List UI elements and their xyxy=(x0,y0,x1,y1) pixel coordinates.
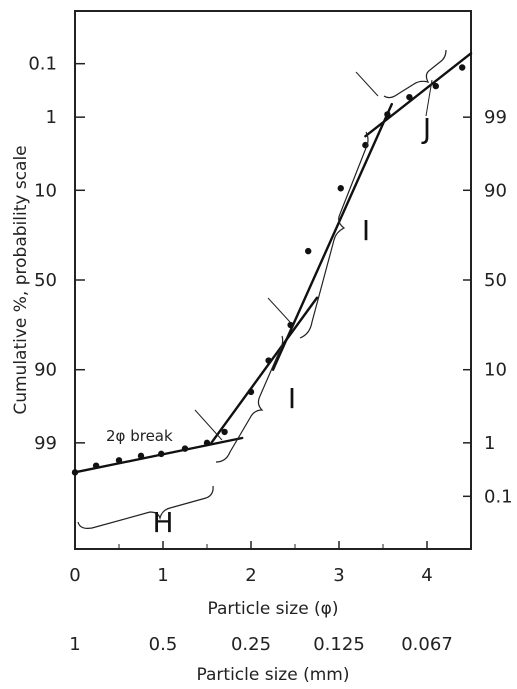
data-points xyxy=(71,64,466,476)
y-tick-label: 50 xyxy=(34,270,57,291)
y-tick-label: 0.1 xyxy=(28,54,57,75)
brace-i-upper xyxy=(299,131,369,339)
data-point xyxy=(265,357,272,364)
y-right-tick-label: 0.1 xyxy=(484,486,513,507)
y-right-tick-label: 90 xyxy=(484,180,507,201)
break-annotation: 2φ break xyxy=(106,427,173,445)
y-right-tick-label: 10 xyxy=(484,360,507,381)
y-axis-label: Cumulative %, probability scale xyxy=(11,145,31,414)
x-tick-label: 3 xyxy=(333,565,344,586)
y-tick-label: 10 xyxy=(34,180,57,201)
data-point xyxy=(247,388,255,396)
brace-j xyxy=(383,49,447,99)
data-point xyxy=(459,64,466,71)
y-right-tick-label: 1 xyxy=(484,433,495,454)
data-point xyxy=(432,82,439,90)
x-axis-label: Particle size (φ) xyxy=(207,599,338,619)
y-tick-label: 90 xyxy=(34,360,57,381)
x-tick-label: 0 xyxy=(69,565,80,586)
data-point xyxy=(337,185,344,192)
y-tick-label: 1 xyxy=(46,107,57,128)
segment-label-i-lower: I xyxy=(288,382,296,415)
fit-line xyxy=(364,52,473,138)
fit-line xyxy=(271,102,393,371)
x-tick-label: 2 xyxy=(245,565,256,586)
data-point xyxy=(305,247,312,255)
break-marker xyxy=(355,71,379,97)
fit-line xyxy=(210,296,319,445)
data-point xyxy=(181,445,189,452)
plot-frame xyxy=(74,10,472,550)
brace-j-leader xyxy=(425,79,433,117)
x-tick-label: 1 xyxy=(157,565,168,586)
segment-label-i-upper: I xyxy=(362,214,370,247)
data-point xyxy=(384,111,391,118)
mm-tick-label: 0.125 xyxy=(313,634,365,655)
y-tick-label: 99 xyxy=(34,433,57,454)
mm-ticks: 1 0.5 0.25 0.125 0.067 xyxy=(69,634,452,655)
segment-label-j: J xyxy=(421,112,431,145)
data-point xyxy=(92,462,100,469)
y-ticks-right: 99 90 50 10 1 0.1 xyxy=(463,107,513,507)
break-marker xyxy=(267,297,291,323)
data-point xyxy=(406,93,413,101)
y-right-tick-label: 99 xyxy=(484,107,507,128)
fit-lines xyxy=(73,52,473,474)
x-tick-label: 4 xyxy=(421,565,432,586)
data-point xyxy=(221,428,228,436)
segment-label-h: H xyxy=(152,506,173,539)
brace-i-lower xyxy=(215,335,284,463)
break-marker xyxy=(194,409,223,441)
mm-tick-label: 1 xyxy=(69,634,80,655)
data-point xyxy=(71,469,79,476)
data-point xyxy=(203,439,211,447)
mm-axis-label: Particle size (mm) xyxy=(197,665,350,685)
data-point xyxy=(137,452,145,460)
data-point xyxy=(115,457,123,464)
mm-tick-label: 0.067 xyxy=(401,634,453,655)
y-ticks-left: 0.1 1 10 50 90 99 xyxy=(28,54,85,454)
x-ticks: 0 1 2 3 4 xyxy=(69,541,433,586)
data-point xyxy=(158,450,165,458)
brace-h xyxy=(77,485,214,529)
y-right-tick-label: 50 xyxy=(484,270,507,291)
data-point xyxy=(287,321,294,329)
mm-tick-label: 0.5 xyxy=(149,634,178,655)
mm-tick-label: 0.25 xyxy=(231,634,271,655)
